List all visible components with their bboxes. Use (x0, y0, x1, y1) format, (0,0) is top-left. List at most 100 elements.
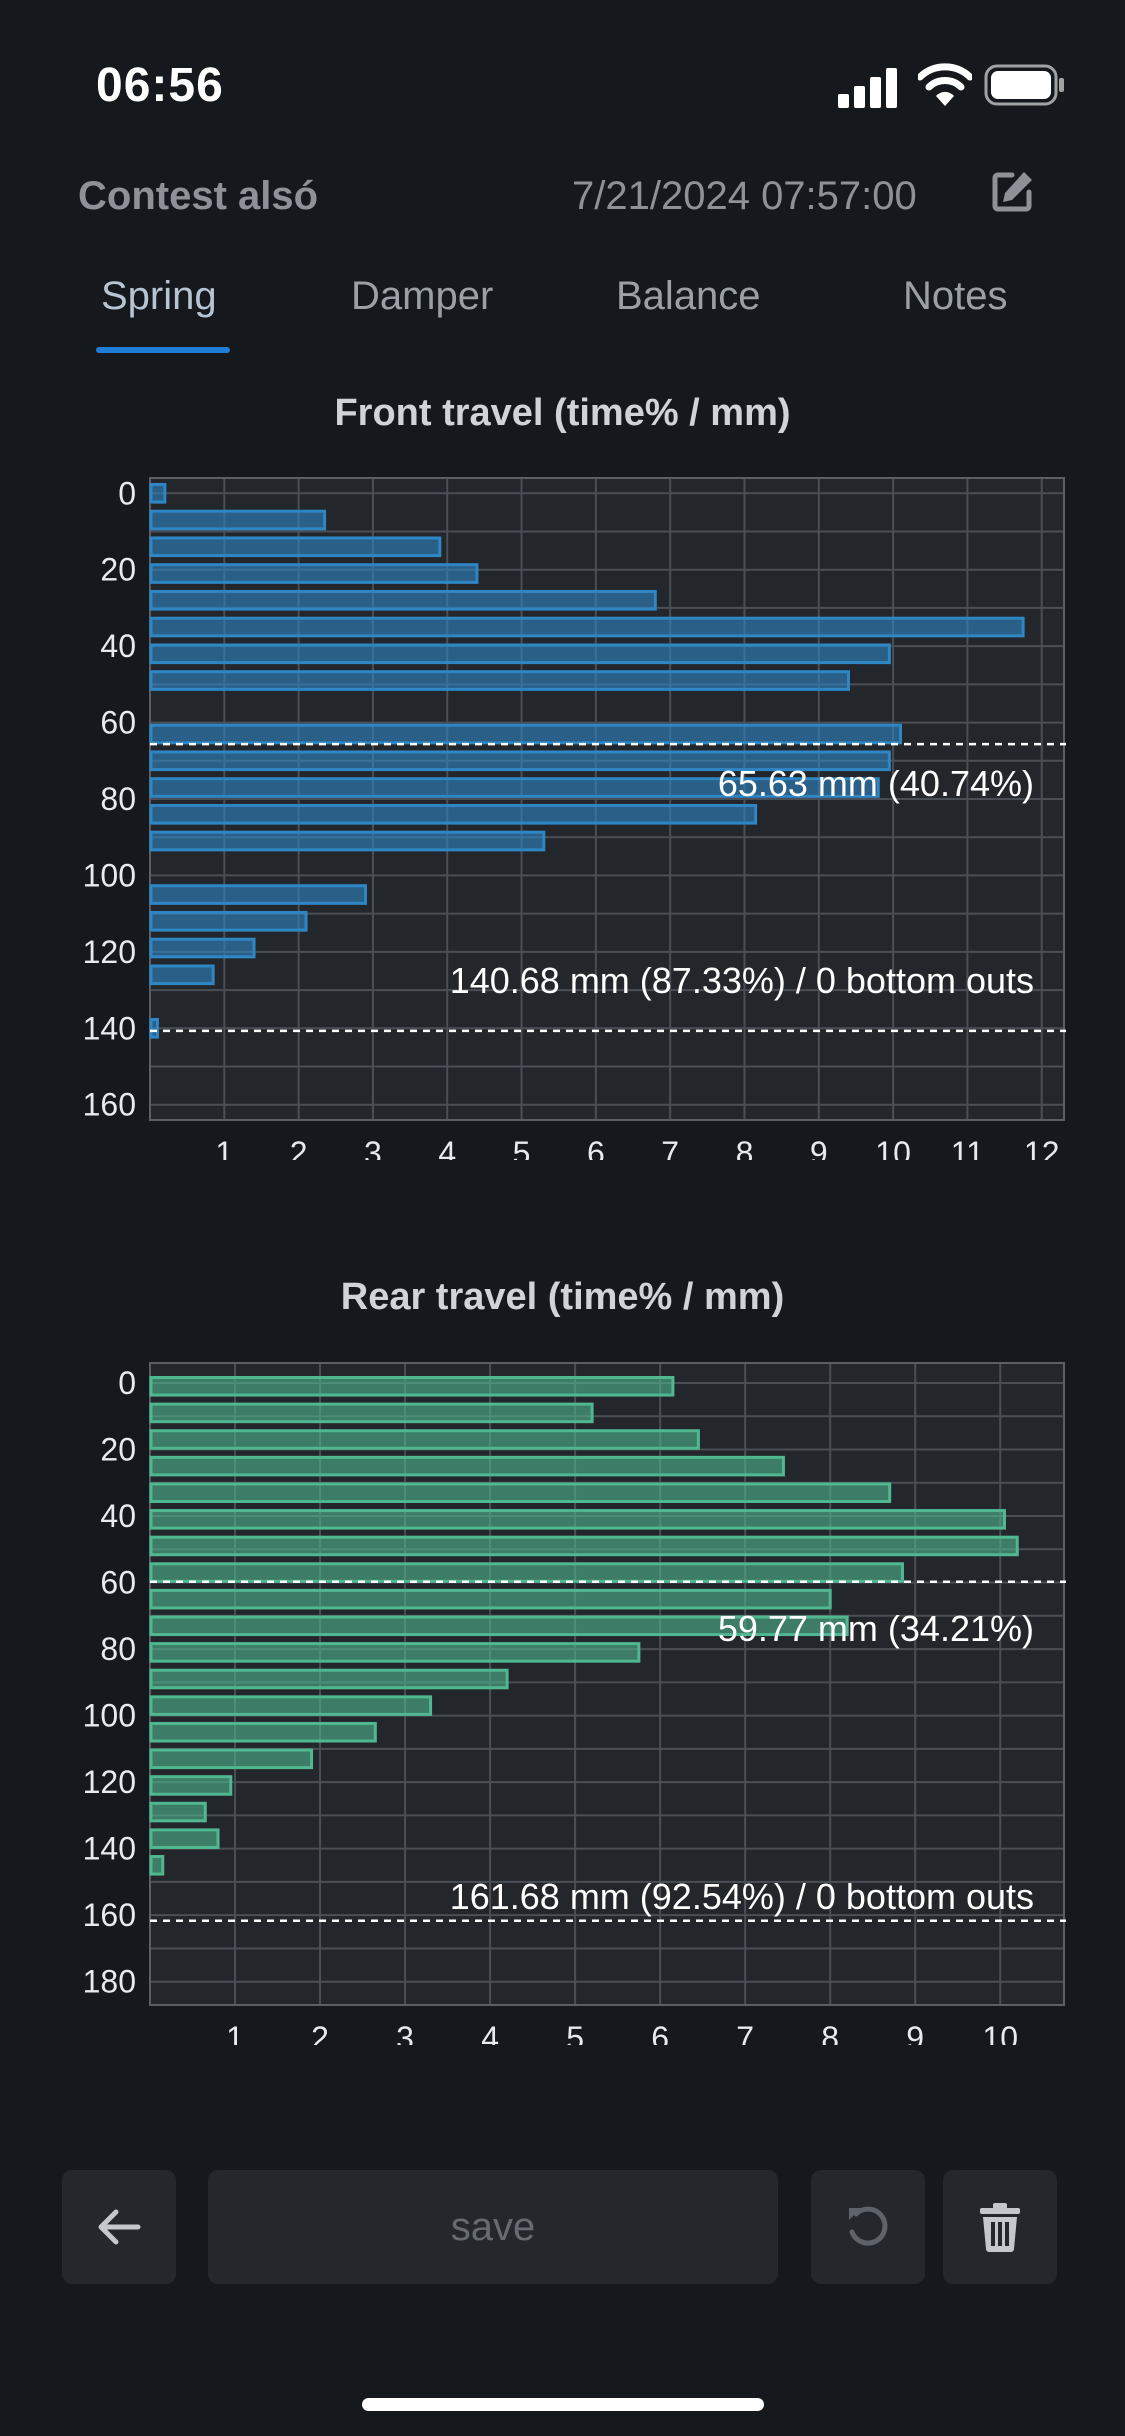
reset-button[interactable] (811, 2170, 925, 2284)
data-bar (149, 1721, 377, 1743)
reference-annotation: 140.68 mm (87.33%) / 0 bottom outs (450, 960, 1034, 1001)
bottom-toolbar: save (0, 2170, 1125, 2290)
y-tick-label: 80 (100, 1631, 136, 1667)
x-tick-label: 8 (821, 2020, 839, 2045)
data-bar (149, 616, 1025, 638)
x-tick-label: 1 (215, 1135, 233, 1160)
data-bar (149, 1642, 641, 1663)
data-bar (149, 723, 903, 745)
x-tick-label: 5 (513, 1135, 531, 1160)
tab-spring[interactable]: Spring (101, 274, 217, 318)
x-tick-label: 12 (1024, 1135, 1060, 1160)
data-bar (149, 964, 215, 986)
x-tick-label: 4 (481, 2020, 499, 2045)
y-tick-label: 160 (83, 1087, 136, 1123)
data-bar (149, 1801, 207, 1823)
wifi-icon (918, 63, 972, 106)
y-tick-label: 40 (100, 628, 136, 664)
data-bar (149, 1695, 433, 1716)
y-tick-label: 160 (83, 1897, 136, 1933)
y-tick-label: 120 (83, 934, 136, 970)
x-tick-label: 1 (226, 2020, 244, 2045)
x-tick-label: 4 (438, 1135, 456, 1160)
data-bar (149, 910, 308, 932)
x-tick-label: 8 (736, 1135, 754, 1160)
y-tick-label: 180 (83, 1964, 136, 2000)
x-tick-label: 7 (736, 2020, 754, 2045)
x-tick-label: 6 (651, 2020, 669, 2045)
data-bar (149, 1509, 1006, 1530)
rear-travel-chart: 0 20 40 60 80 100 120 140 160 180 1 2 3 4 5 6 7 8 9 10 59.77… (83, 1362, 1066, 2045)
trash-icon (980, 2203, 1020, 2252)
save-button[interactable]: save (208, 2170, 778, 2284)
y-tick-label: 60 (100, 705, 136, 741)
data-bar (149, 482, 167, 504)
data-bar (149, 670, 851, 691)
data-bar (149, 1562, 904, 1583)
data-bar (149, 750, 891, 772)
y-tick-label: 100 (83, 1698, 136, 1734)
x-tick-label: 6 (587, 1135, 605, 1160)
session-name: Contest alsó (78, 174, 319, 218)
data-bar (149, 1376, 675, 1397)
data-bar (149, 589, 657, 611)
session-header: Contest alsó 7/21/2024 07:57:00 (0, 160, 1125, 230)
x-tick-label: 10 (982, 2020, 1018, 2045)
data-bar (149, 509, 327, 531)
battery-icon (984, 64, 1064, 106)
y-tick-label: 0 (118, 1365, 136, 1401)
x-tick-label: 2 (311, 2020, 329, 2045)
tab-balance[interactable]: Balance (616, 274, 761, 318)
active-tab-indicator (96, 347, 230, 353)
save-button-label: save (450, 2204, 536, 2249)
data-bar (149, 1017, 159, 1039)
data-bar (149, 563, 479, 584)
arrow-left-icon (98, 2209, 141, 2245)
y-tick-label: 60 (100, 1565, 136, 1601)
y-tick-label: 20 (100, 1431, 136, 1467)
home-indicator (362, 2398, 764, 2411)
data-bar (149, 1775, 233, 1796)
data-bar (149, 1668, 509, 1690)
y-tick-label: 80 (100, 781, 136, 817)
data-bar (149, 803, 758, 825)
data-bar (149, 1855, 165, 1876)
data-bar (149, 643, 891, 665)
edit-icon[interactable] (990, 168, 1036, 214)
y-tick-label: 0 (118, 475, 136, 511)
x-tick-label: 11 (951, 1135, 984, 1160)
x-tick-label: 9 (810, 1135, 828, 1160)
reference-annotation: 161.68 mm (92.54%) / 0 bottom outs (450, 1876, 1034, 1917)
data-bar (149, 1429, 700, 1450)
x-tick-label: 3 (396, 2020, 414, 2045)
tab-bar: Spring Damper Balance Notes (0, 262, 1125, 362)
y-tick-label: 120 (83, 1764, 136, 1800)
x-tick-label: 5 (566, 2020, 584, 2045)
plot-border (149, 477, 1065, 1121)
data-bar (149, 536, 442, 558)
x-tick-label: 3 (364, 1135, 382, 1160)
clock: 06:56 (96, 59, 224, 112)
delete-button[interactable] (943, 2170, 1057, 2284)
session-date: 7/21/2024 07:57:00 (572, 174, 917, 218)
reference-annotation: 65.63 mm (40.74%) (718, 763, 1034, 804)
data-bar (149, 884, 367, 905)
data-bar (149, 1535, 1019, 1557)
status-bar: 06:56 (0, 0, 1125, 170)
back-button[interactable] (62, 2170, 176, 2284)
tab-notes[interactable]: Notes (903, 274, 1008, 318)
data-bar (149, 1402, 594, 1424)
data-bar (149, 1828, 220, 1849)
x-tick-label: 7 (661, 1135, 679, 1160)
data-bar (149, 1588, 832, 1610)
x-tick-label: 9 (906, 2020, 924, 2045)
x-tick-label: 2 (290, 1135, 308, 1160)
y-tick-label: 140 (83, 1010, 136, 1046)
y-tick-label: 20 (100, 552, 136, 588)
data-bar (149, 1482, 892, 1504)
reference-annotation: 59.77 mm (34.21%) (718, 1608, 1034, 1649)
data-bar (149, 937, 256, 959)
tab-damper[interactable]: Damper (351, 274, 494, 318)
front-chart-title: Front travel (time% / mm) (334, 392, 791, 434)
